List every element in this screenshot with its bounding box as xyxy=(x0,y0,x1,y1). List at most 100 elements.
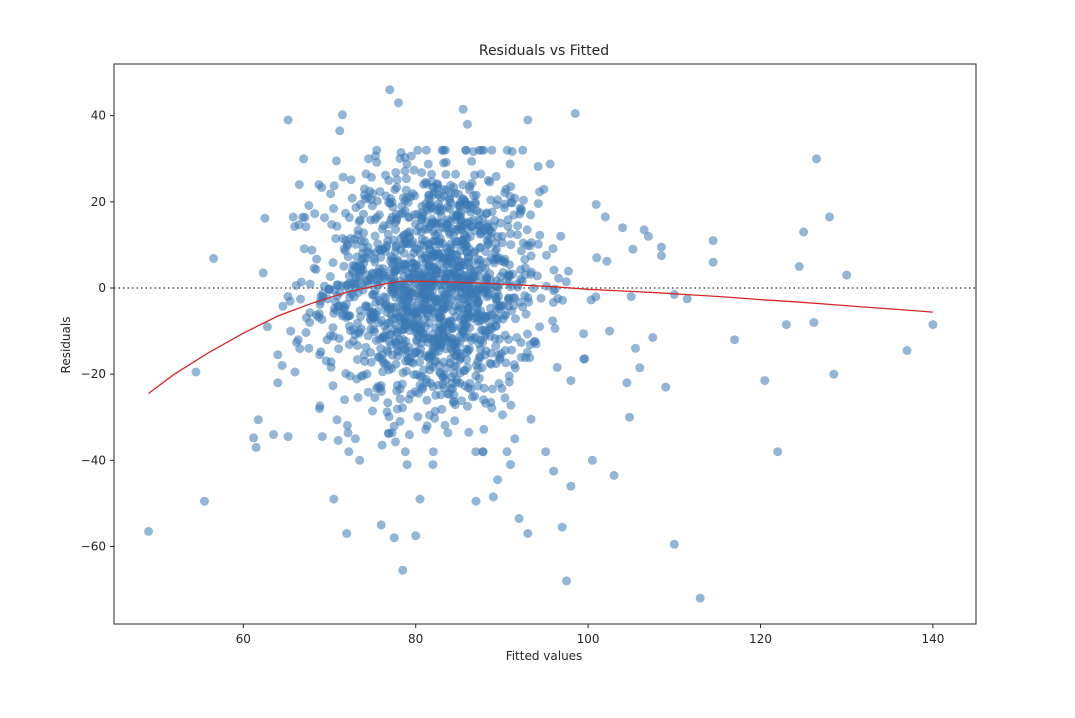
scatter-point xyxy=(504,377,514,387)
scatter-point xyxy=(516,338,526,347)
scatter-point xyxy=(344,447,354,457)
scatter-point xyxy=(548,244,558,254)
scatter-point xyxy=(415,324,425,334)
scatter-point xyxy=(459,260,469,270)
scatter-point xyxy=(498,410,507,420)
scatter-point xyxy=(505,159,515,169)
scatter-point xyxy=(639,225,649,235)
scatter-point xyxy=(487,145,497,155)
scatter-point xyxy=(344,213,354,223)
scatter-point xyxy=(370,257,380,267)
scatter-point xyxy=(408,258,418,268)
scatter-point xyxy=(553,294,563,303)
scatter-point xyxy=(708,236,718,246)
scatter-point xyxy=(419,333,429,343)
scatter-point xyxy=(435,367,445,377)
scatter-point xyxy=(392,328,402,338)
scatter-point xyxy=(331,234,341,243)
scatter-point xyxy=(326,189,336,199)
scatter-point xyxy=(334,344,344,354)
scatter-point xyxy=(350,434,360,444)
scatter-point xyxy=(536,293,546,303)
scatter-point xyxy=(378,367,388,377)
scatter-point xyxy=(451,237,461,247)
scatter-point xyxy=(525,241,535,251)
scatter-point xyxy=(549,265,559,275)
scatter-point xyxy=(328,323,338,333)
scatter-point xyxy=(503,222,513,231)
scatter-point xyxy=(397,379,407,389)
scatter-point xyxy=(375,187,385,197)
scatter-point xyxy=(304,201,314,210)
scatter-point xyxy=(622,378,632,388)
scatter-point xyxy=(446,180,456,190)
scatter-point xyxy=(341,369,351,378)
scatter-point xyxy=(386,251,396,261)
scatter-point xyxy=(503,215,513,225)
scatter-point xyxy=(383,398,393,408)
scatter-point xyxy=(463,401,472,411)
scatter-point xyxy=(485,331,495,341)
scatter-point xyxy=(474,259,484,269)
scatter-point xyxy=(343,428,353,438)
scatter-point xyxy=(449,322,459,332)
scatter-point xyxy=(450,301,460,311)
scatter-point xyxy=(352,374,362,384)
scatter-point xyxy=(310,209,320,219)
scatter-point xyxy=(422,395,432,405)
scatter-point xyxy=(370,231,380,241)
scatter-point xyxy=(464,427,474,437)
plot-content xyxy=(114,85,976,603)
scatter-point xyxy=(438,239,448,249)
scatter-point xyxy=(398,565,408,575)
scatter-point xyxy=(398,208,408,218)
scatter-point xyxy=(471,190,481,200)
scatter-point xyxy=(384,176,394,185)
scatter-point xyxy=(342,420,352,430)
scatter-point xyxy=(473,364,483,374)
x-tick-label: 80 xyxy=(408,632,423,646)
scatter-point xyxy=(191,367,201,377)
scatter-point xyxy=(325,272,335,281)
scatter-point xyxy=(299,154,309,164)
scatter-point xyxy=(609,470,619,480)
scatter-point xyxy=(531,339,541,349)
scatter-point xyxy=(376,246,385,256)
scatter-point xyxy=(428,447,438,457)
scatter-point xyxy=(423,159,433,169)
scatter-point xyxy=(355,260,365,270)
scatter-point xyxy=(451,169,461,179)
scatter-point xyxy=(661,382,671,392)
scatter-point xyxy=(324,284,334,294)
scatter-point xyxy=(369,324,379,334)
scatter-point xyxy=(415,357,425,367)
scatter-point xyxy=(478,213,488,223)
scatter-point xyxy=(283,292,293,301)
scatter-point xyxy=(430,406,440,416)
scatter-point xyxy=(457,396,466,406)
scatter-point xyxy=(431,390,441,400)
scatter-point xyxy=(409,248,419,258)
scatter-point xyxy=(356,312,366,321)
scatter-point xyxy=(495,354,505,364)
scatter-point xyxy=(471,447,481,457)
scatter-point xyxy=(409,308,419,318)
scatter-point xyxy=(328,331,338,341)
scatter-point xyxy=(342,239,352,249)
scatter-point xyxy=(500,393,510,403)
scatter-point xyxy=(626,292,636,302)
scatter-point xyxy=(541,447,551,457)
scatter-point xyxy=(496,271,506,281)
scatter-point xyxy=(523,293,533,303)
scatter-point xyxy=(605,326,615,336)
scatter-point xyxy=(506,240,516,250)
scatter-point xyxy=(456,246,466,256)
scatter-point xyxy=(448,339,458,349)
scatter-point xyxy=(249,433,259,443)
scatter-point xyxy=(730,335,740,345)
scatter-point xyxy=(781,320,791,330)
x-tick-label: 60 xyxy=(236,632,251,646)
scatter-point xyxy=(516,265,526,275)
scatter-point xyxy=(479,424,489,434)
scatter-point xyxy=(445,251,455,261)
